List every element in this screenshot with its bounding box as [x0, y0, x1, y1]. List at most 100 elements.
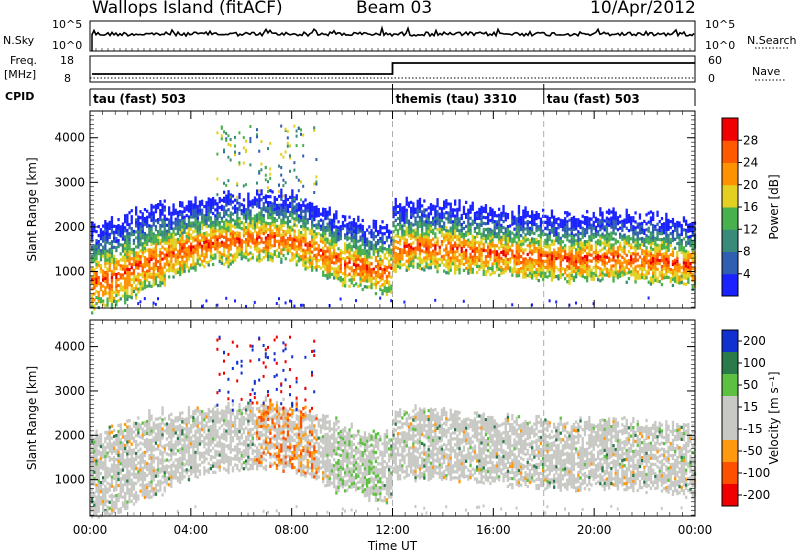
heatmap-cell [570, 226, 573, 230]
heatmap-cell [500, 217, 503, 221]
heatmap-cell [152, 265, 155, 269]
heatmap-cell [348, 224, 351, 228]
heatmap-cell [368, 270, 371, 274]
heatmap-cell [577, 218, 580, 222]
heatmap-cell [187, 245, 191, 249]
heatmap-cell [326, 264, 329, 268]
heatmap-cell [445, 244, 448, 248]
heatmap-cell [363, 249, 367, 253]
heatmap-cell [592, 277, 595, 282]
heatmap-cell [306, 218, 309, 222]
heatmap-cell [568, 260, 571, 264]
heatmap-cell [104, 229, 107, 233]
heatmap-cell [579, 231, 582, 236]
heatmap-cell [135, 266, 138, 270]
heatmap-cell [245, 250, 248, 254]
heatmap-cell [91, 299, 94, 303]
heatmap-cell [399, 203, 402, 207]
heatmap-cell [174, 208, 177, 212]
heatmap-cell [588, 244, 591, 248]
heatmap-cell [330, 233, 334, 237]
heatmap-cell [689, 256, 692, 260]
heatmap-cell [473, 253, 477, 258]
heatmap-cell [198, 227, 202, 231]
heatmap-cell [550, 251, 554, 255]
heatmap-cell [183, 209, 186, 213]
heatmap-cell [93, 259, 96, 263]
heatmap-cell [165, 259, 169, 263]
heatmap-cell [311, 256, 314, 260]
heatmap-cell [594, 252, 598, 256]
heatmap-cell [201, 304, 203, 308]
heatmap-cell [517, 238, 521, 242]
heatmap-cell [229, 138, 232, 141]
heatmap-cell [141, 212, 144, 216]
heatmap-cell [594, 264, 598, 268]
heatmap-cell [168, 266, 171, 270]
nsky-tick-low: 10^0 [52, 39, 82, 52]
heatmap-cell [337, 220, 340, 224]
heatmap-cell [190, 263, 193, 267]
heatmap-cell [352, 254, 356, 258]
heatmap-cell [440, 234, 444, 238]
heatmap-cell [454, 268, 457, 272]
heatmap-cell [594, 267, 598, 271]
heatmap-cell [165, 235, 169, 239]
heatmap-cell [117, 263, 120, 267]
heatmap-cell [187, 269, 191, 273]
heatmap-cell [649, 237, 653, 241]
heatmap-cell [143, 238, 147, 242]
heatmap-cell [170, 259, 173, 263]
heatmap-cell [385, 235, 389, 240]
heatmap-cell [99, 234, 103, 238]
heatmap-cell [170, 265, 173, 269]
heatmap-cell [383, 265, 386, 269]
heatmap-cell [104, 271, 107, 275]
heatmap-cell [583, 276, 587, 280]
heatmap-cell [429, 257, 433, 261]
heatmap-cell [603, 255, 606, 259]
heatmap-cell [621, 255, 624, 259]
heatmap-cell [273, 199, 276, 203]
heatmap-cell [247, 192, 250, 196]
heatmap-cell [251, 220, 254, 224]
heatmap-cell [528, 232, 532, 236]
heatmap-cell [165, 232, 169, 236]
heatmap-cell [427, 230, 430, 234]
heatmap-cell [108, 292, 111, 296]
heatmap-cell [192, 212, 195, 216]
nsearch-tick-high: 10^5 [705, 18, 735, 31]
heatmap-cell [599, 240, 602, 244]
heatmap-cell [634, 211, 637, 215]
heatmap-cell [104, 232, 107, 236]
heatmap-cell [113, 257, 116, 261]
heatmap-cell [682, 282, 686, 286]
heatmap-cell [256, 181, 258, 185]
heatmap-cell [152, 223, 155, 227]
heatmap-cell [377, 242, 380, 246]
heatmap-cell [333, 276, 336, 280]
heatmap-cell [553, 242, 556, 246]
heatmap-cell [427, 248, 430, 252]
heatmap-cell [322, 255, 325, 259]
heatmap-cell [214, 229, 217, 233]
heatmap-cell [636, 273, 639, 277]
heatmap-cell [339, 297, 342, 301]
heatmap-cell [154, 249, 158, 253]
heatmap-cell [91, 311, 94, 315]
heatmap-cell [599, 222, 602, 226]
heatmap-cell [326, 213, 329, 217]
heatmap-cell [258, 220, 261, 224]
heatmap-cell [212, 226, 215, 231]
heatmap-cell [478, 222, 481, 226]
heatmap-cell [671, 223, 675, 228]
heatmap-cell [663, 225, 666, 229]
heatmap-cell [493, 232, 496, 236]
nsearch-tick-low: 10^0 [705, 39, 735, 52]
heatmap-cell [269, 207, 272, 211]
heatmap-cell [324, 250, 327, 254]
heatmap-cell [271, 232, 274, 236]
heatmap-cell [654, 251, 657, 255]
heatmap-cell [247, 234, 250, 238]
heatmap-cell [656, 243, 659, 247]
